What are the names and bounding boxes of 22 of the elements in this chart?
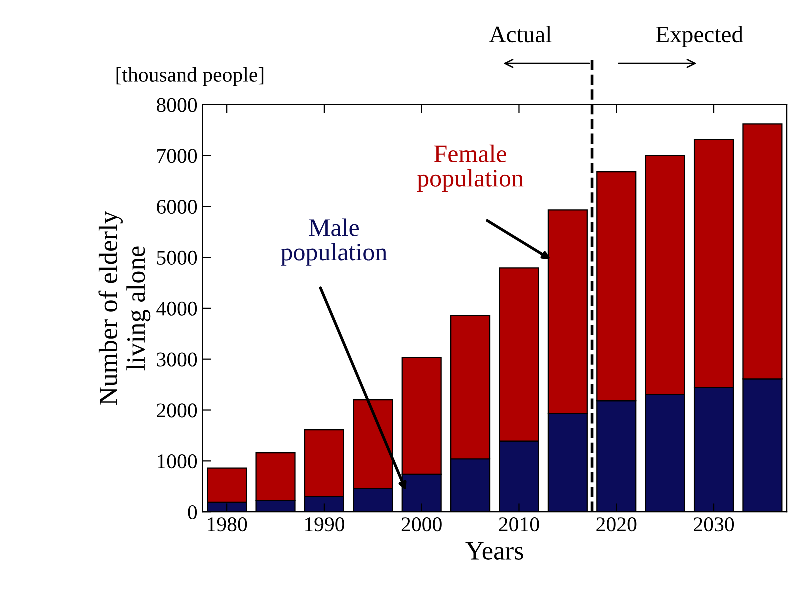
y-tick-label: 5000 <box>157 250 198 265</box>
x-tick-label: 2010 <box>499 518 540 532</box>
y-tick-label: 1000 <box>158 454 198 469</box>
y-axis-title: Number of elderly living alone <box>98 211 151 406</box>
y-tick-label: 6000 <box>157 200 198 214</box>
y-tick-label: 7000 <box>158 149 198 164</box>
y-tick-label: 0 <box>188 505 198 520</box>
y-tick-label: 3000 <box>157 352 198 367</box>
text: Expected <box>656 26 744 48</box>
y-tick-label: 8000 <box>156 98 198 112</box>
x-axis-title: Years <box>466 542 524 560</box>
text: [thousand people] <box>116 67 264 86</box>
text: Male population <box>281 218 388 266</box>
x-tick-label: 1990 <box>305 518 344 532</box>
text: Actual <box>489 26 552 43</box>
y-tick-label: 2000 <box>157 404 198 418</box>
x-tick-label: 1980 <box>208 518 248 532</box>
y-tick-label: 4000 <box>156 302 198 316</box>
x-tick-label: 2020 <box>596 518 637 532</box>
x-tick-label: 2030 <box>694 518 734 532</box>
series-label: Female population <box>417 144 524 192</box>
x-tick-label: 2000 <box>402 518 442 532</box>
